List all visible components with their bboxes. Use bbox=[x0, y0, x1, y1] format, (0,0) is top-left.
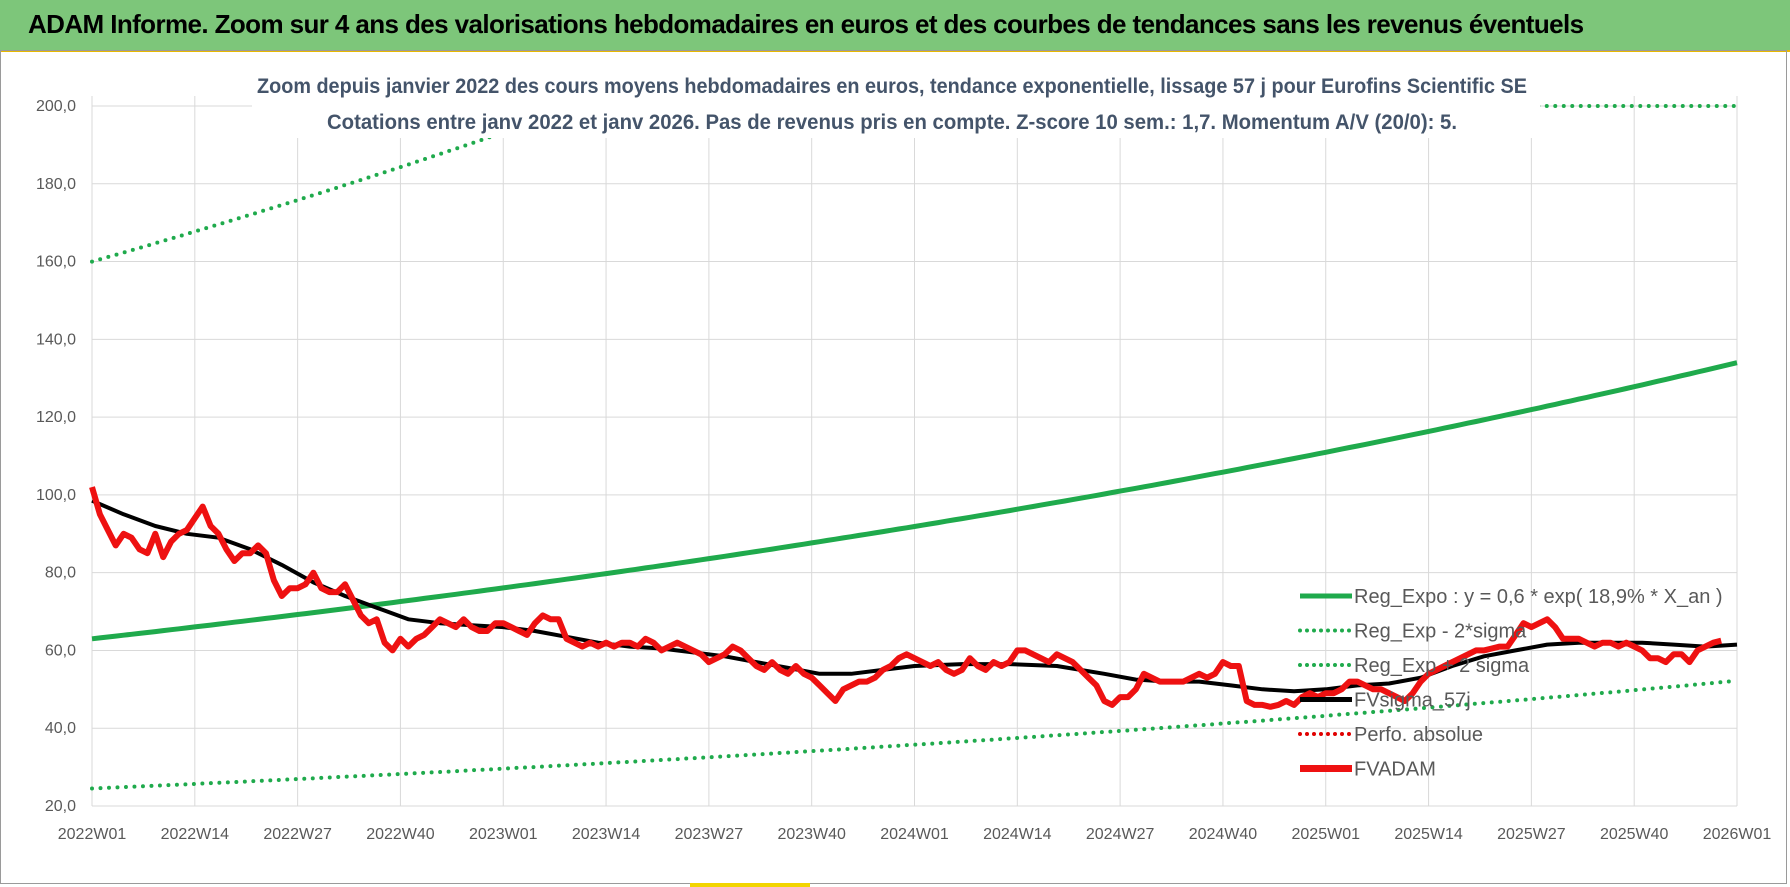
x-tick-label: 2024W40 bbox=[1189, 826, 1258, 843]
grid-lines bbox=[91, 96, 1738, 807]
x-tick-label: 2025W27 bbox=[1497, 826, 1566, 843]
x-tick-label: 2022W01 bbox=[58, 826, 127, 843]
legend-label: Reg_Exp + 2 sigma bbox=[1354, 655, 1530, 677]
chart-frame bbox=[0, 50, 1787, 884]
legend-label: Perfo. absolue bbox=[1354, 724, 1483, 746]
x-tick-label: 2025W14 bbox=[1394, 826, 1463, 843]
y-tick-label: 40,0 bbox=[45, 720, 76, 737]
chart-subtitle-line-2: Cotations entre janv 2022 et janv 2026. … bbox=[327, 111, 1457, 134]
x-tick-label: 2025W40 bbox=[1600, 826, 1669, 843]
x-tick-label: 2022W40 bbox=[366, 826, 435, 843]
x-tick-label: 2024W27 bbox=[1086, 826, 1155, 843]
x-tick-label: 2024W01 bbox=[880, 826, 949, 843]
legend-label: FVsigma_57j bbox=[1354, 690, 1471, 712]
y-tick-label: 80,0 bbox=[45, 565, 76, 582]
x-tick-label: 2024W14 bbox=[983, 826, 1052, 843]
x-tick-label: 2023W27 bbox=[675, 826, 744, 843]
x-tick-label: 2022W27 bbox=[263, 826, 332, 843]
y-tick-label: 160,0 bbox=[36, 254, 76, 271]
y-axis-ticks: 20,0 40,0 60,0 80,0 100,0 120,0 140,0 160,0 180,… bbox=[36, 98, 76, 815]
report-banner: ADAM Informe. Zoom sur 4 ans des valoris… bbox=[0, 0, 1790, 52]
chart-subtitle-line-1: Zoom depuis janvier 2022 des cours moyen… bbox=[257, 75, 1527, 98]
legend-label: Reg_Expo : y = 0,6 * exp( 18,9% * X_an ) bbox=[1354, 586, 1723, 608]
y-tick-label: 120,0 bbox=[36, 409, 76, 426]
legend-label: Reg_Exp - 2*sigma bbox=[1354, 621, 1527, 643]
x-tick-label: 2023W14 bbox=[572, 826, 641, 843]
subtitle-backdrop bbox=[252, 68, 1540, 138]
x-tick-label: 2022W14 bbox=[161, 826, 230, 843]
y-tick-label: 180,0 bbox=[36, 176, 76, 193]
fvadam-line bbox=[89, 486, 1722, 710]
legend-label: FVADAM bbox=[1354, 759, 1436, 781]
x-axis-ticks: 2022W01 2022W14 2022W27 2022W40 2023W01 2023W… bbox=[58, 826, 1772, 843]
reg-expo-line bbox=[91, 360, 1738, 642]
x-tick-label: 2023W40 bbox=[777, 826, 846, 843]
chart-legend: Reg_Expo : y = 0,6 * exp( 18,9% * X_an )… bbox=[1298, 586, 1723, 781]
x-tick-label: 2025W01 bbox=[1292, 826, 1361, 843]
y-tick-label: 140,0 bbox=[36, 331, 76, 348]
y-tick-label: 20,0 bbox=[45, 798, 76, 815]
y-tick-label: 200,0 bbox=[36, 98, 76, 115]
reg-exp-minus-2sigma-line bbox=[90, 678, 1739, 791]
y-tick-label: 100,0 bbox=[36, 487, 76, 504]
x-tick-label: 2026W01 bbox=[1703, 826, 1772, 843]
bottom-accent bbox=[690, 883, 810, 887]
report-title: ADAM Informe. Zoom sur 4 ans des valoris… bbox=[28, 9, 1584, 39]
y-tick-label: 60,0 bbox=[45, 642, 76, 659]
x-tick-label: 2023W01 bbox=[469, 826, 538, 843]
